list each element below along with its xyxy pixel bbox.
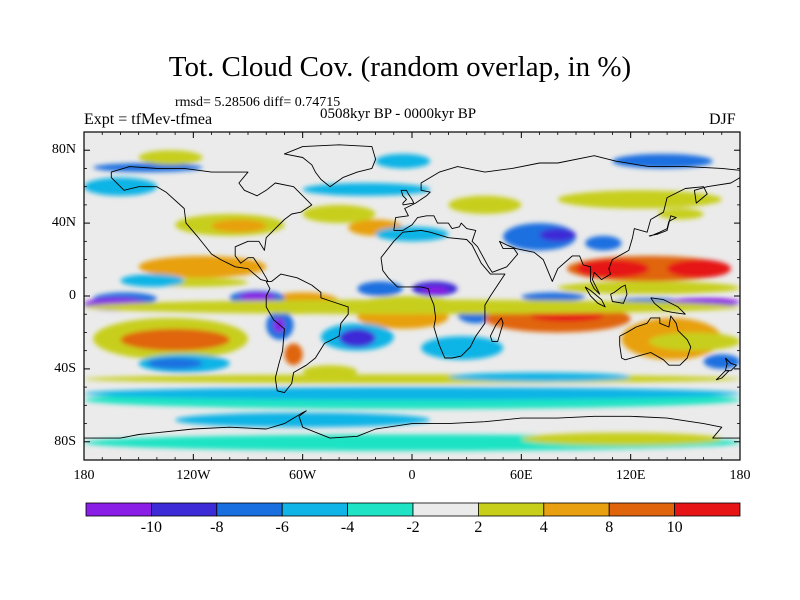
- colorbar-label: -2: [406, 519, 420, 536]
- colorbar-label: 2: [474, 519, 483, 536]
- field-region-9: [238, 292, 276, 302]
- x-tick-label: 120E: [615, 468, 646, 483]
- axis-ticks: [83, 132, 741, 460]
- coastline-sumatra: [584, 286, 606, 308]
- x-tick-label: 0: [408, 468, 416, 483]
- field-region-29: [576, 259, 649, 278]
- field-region-49: [557, 190, 722, 209]
- field-region-62: [521, 432, 722, 446]
- colorbar-swatch-4: [347, 502, 414, 517]
- colorbar-swatch-9: [674, 502, 741, 517]
- field-region-47: [302, 183, 431, 196]
- field-region-20: [357, 281, 403, 297]
- field-region-27: [585, 235, 622, 251]
- colorbar-swatch-7: [543, 502, 610, 517]
- field-region-54: [658, 208, 704, 220]
- field-region-16: [273, 317, 285, 333]
- experiment-label: Expt = tfMev-tfmea: [84, 111, 213, 128]
- y-tick-label: 0: [69, 288, 76, 303]
- coastlines: [84, 144, 740, 439]
- field-region-14: [147, 357, 203, 369]
- coastline-australia: [619, 315, 692, 366]
- x-tick-label: 180: [729, 468, 751, 483]
- field-region-1: [138, 255, 267, 278]
- field-region-19: [339, 328, 376, 348]
- coastline-nz-south: [715, 370, 730, 381]
- field-region-32: [521, 292, 586, 302]
- field-region-57: [175, 412, 431, 428]
- field-region-51: [375, 153, 431, 169]
- colorbar-swatch-5: [412, 502, 479, 517]
- coastline-borneo: [610, 284, 628, 304]
- page-title: Tot. Cloud Cov. (random overlap, in %): [168, 51, 632, 83]
- coastline-uk: [400, 189, 415, 206]
- field-region-26: [539, 228, 576, 242]
- field-region-44: [302, 204, 376, 224]
- coastline-greenland: [283, 144, 377, 188]
- field-region-39: [703, 354, 740, 369]
- coastline-new-guinea: [650, 297, 686, 315]
- coastline-eurasia: [393, 155, 740, 295]
- coastline-africa: [380, 229, 506, 359]
- cloud-cover-field: [84, 150, 740, 451]
- field-region-40: [84, 299, 740, 315]
- field-region-56: [84, 387, 740, 400]
- map-background: [84, 132, 740, 460]
- colorbar-swatch-6: [477, 502, 545, 517]
- colorbar-label: 4: [539, 519, 548, 536]
- field-region-52: [138, 150, 203, 165]
- y-tick-label: 80S: [54, 433, 76, 449]
- colorbar-swatch-8: [608, 502, 676, 517]
- colorbar-swatch-2: [216, 502, 283, 517]
- y-tick-label: 80N: [51, 142, 76, 158]
- x-tick-label: 60E: [510, 468, 533, 483]
- colorbar: [85, 502, 741, 517]
- field-region-31: [557, 281, 740, 295]
- coastline-madagascar: [489, 317, 504, 343]
- field-region-10: [120, 274, 185, 287]
- colorbar-swatch-1: [150, 502, 218, 517]
- field-region-60: [302, 365, 358, 378]
- period-label: 0508kyr BP - 0000kyr BP: [320, 106, 477, 122]
- field-region-48: [448, 195, 522, 214]
- field-region-59: [448, 372, 631, 382]
- x-tick-label: 60W: [289, 468, 317, 483]
- colorbar-label: -10: [140, 519, 163, 536]
- rmsd-diff-stats: rmsd= 5.28506 diff= 0.74715: [175, 95, 341, 110]
- field-region-42: [211, 219, 267, 233]
- colorbar-swatch-0: [85, 502, 152, 517]
- field-region-38: [648, 332, 740, 351]
- coastline-south-america: [265, 273, 349, 394]
- colorbar-label: -4: [340, 519, 355, 536]
- coastline-north-america: [110, 166, 313, 282]
- field-region-12: [120, 328, 230, 351]
- field-region-45: [375, 226, 449, 242]
- coastline-new-zealand: [724, 357, 737, 372]
- coastline-antarctica: [84, 410, 740, 439]
- field-region-30: [667, 259, 731, 278]
- field-region-17: [284, 343, 303, 366]
- field-region-58: [84, 374, 740, 384]
- colorbar-label: 8: [605, 519, 614, 536]
- colorbar-label: -8: [210, 519, 224, 536]
- coastline-japan: [648, 215, 677, 237]
- colorbar-label: 10: [666, 519, 683, 536]
- colorbar-swatch-3: [281, 502, 349, 517]
- field-region-24: [421, 336, 504, 360]
- x-tick-label: 120W: [176, 468, 211, 483]
- colorbar-label: -6: [275, 519, 289, 536]
- x-tick-label: 180: [73, 468, 95, 483]
- y-tick-label: 40S: [54, 360, 76, 376]
- y-tick-label: 40N: [51, 215, 76, 231]
- season-label: DJF: [709, 111, 736, 128]
